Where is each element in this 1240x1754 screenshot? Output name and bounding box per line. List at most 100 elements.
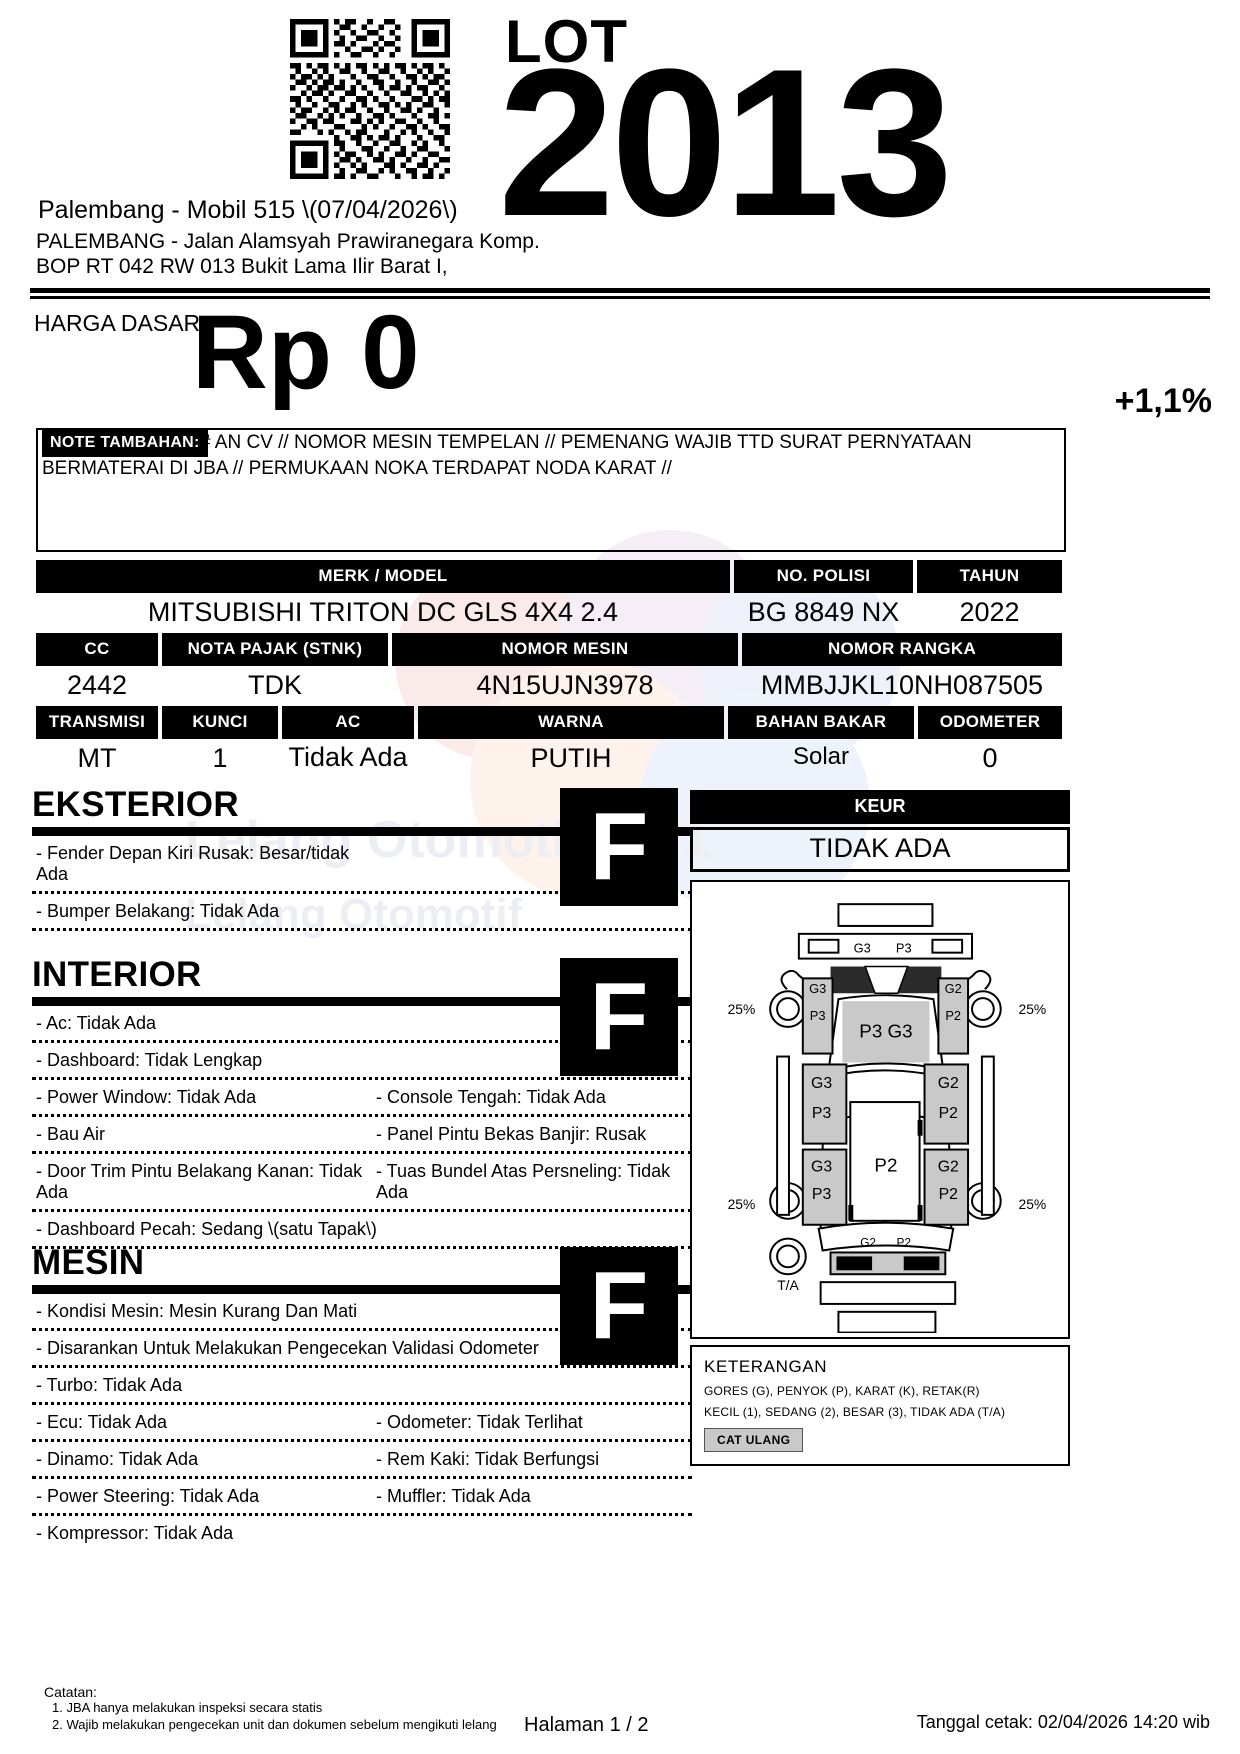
interior-item-5-col1: - Dashboard Pecah: Sedang \(satu Tapak\) <box>36 1219 377 1239</box>
vehicle-spec-table: MERK / MODEL NO. POLISI TAHUN MITSUBISHI… <box>36 560 1062 779</box>
svg-text:25%: 25% <box>1019 1001 1047 1017</box>
spec-value-kunci: 1 <box>212 743 228 773</box>
spec-header-tahun: TAHUN <box>917 560 1062 593</box>
keterangan-legend: KETERANGAN GORES (G), PENYOK (P), KARAT … <box>690 1345 1070 1466</box>
auction-address-line2: BOP RT 042 RW 013 Bukit Lama Ilir Barat … <box>36 255 448 278</box>
interior-item-3-col1: - Bau Air <box>36 1124 106 1144</box>
list-item: - Fender Depan Kiri Rusak: Besar/tidak A… <box>32 836 692 894</box>
interior-item-0-col1: - Ac: Tidak Ada <box>36 1013 157 1033</box>
interior-grade-badge: F <box>560 958 678 1076</box>
qr-code-icon <box>290 19 450 179</box>
mesin-title: MESIN <box>32 1243 145 1282</box>
svg-text:G2: G2 <box>938 1158 959 1175</box>
spec-header-nomor-rangka: NOMOR RANGKA <box>742 633 1062 666</box>
additional-note-line2: BERMATERAI DI JBA // PERMUKAAN NOKA TERD… <box>42 458 672 479</box>
keur-label: KEUR <box>690 790 1070 824</box>
svg-text:P2: P2 <box>896 1236 911 1250</box>
interior-underline <box>32 997 692 1006</box>
svg-text:G3: G3 <box>811 1158 832 1175</box>
svg-text:G3: G3 <box>854 941 871 956</box>
spec-header-nota-pajak: NOTA PAJAK (STNK) <box>162 633 388 666</box>
spec-header-row-1: MERK / MODEL NO. POLISI TAHUN <box>36 560 1062 593</box>
spec-value-bahan-bakar: Solar <box>792 743 850 770</box>
spec-header-row-3: TRANSMISI KUNCI AC WARNA BAHAN BAKAR ODO… <box>36 706 1062 739</box>
eksterior-item-1-col1: - Bumper Belakang: Tidak Ada <box>36 901 280 921</box>
svg-text:P2: P2 <box>945 1008 961 1023</box>
keur-and-diagram-panel: KEUR TIDAK ADA <box>690 790 1070 1466</box>
spec-value-merk-model: MITSUBISHI TRITON DC GLS 4X4 2.4 <box>147 597 619 627</box>
price-percent-badge: +1,1% <box>1114 382 1212 420</box>
additional-note-line1: # AN CV // NOMOR MESIN TEMPELAN // PEMEN… <box>200 432 972 453</box>
svg-text:P3: P3 <box>896 941 912 956</box>
eksterior-title: EKSTERIOR <box>32 785 239 824</box>
svg-text:P3: P3 <box>812 1105 832 1122</box>
header-divider-thick <box>30 288 1210 293</box>
svg-text:G3: G3 <box>809 981 826 996</box>
spec-header-warna: WARNA <box>418 706 724 739</box>
list-item: - Ecu: Tidak Ada - Odometer: Tidak Terli… <box>32 1405 692 1442</box>
eksterior-grade-badge: F <box>560 788 678 906</box>
interior-title: INTERIOR <box>32 955 202 994</box>
interior-item-4-col2: - Tuas Bundel Atas Persneling: Tidak Ada <box>376 1161 671 1202</box>
list-item: - Kondisi Mesin: Mesin Kurang Dan Mati <box>32 1294 692 1331</box>
mesin-item-1-col1: - Disarankan Untuk Melakukan Pengecekan … <box>36 1338 539 1358</box>
svg-text:T/A: T/A <box>777 1277 799 1293</box>
interior-item-1-col1: - Dashboard: Tidak Lengkap <box>36 1050 263 1070</box>
spec-value-nota-pajak: TDK <box>248 670 302 700</box>
list-item: - Power Window: Tidak Ada - Console Teng… <box>32 1080 692 1117</box>
header-divider-thin <box>30 296 1210 299</box>
mesin-item-5-col2: - Muffler: Tidak Ada <box>376 1486 531 1506</box>
eksterior-underline <box>32 827 692 836</box>
spec-header-nomor-mesin: NOMOR MESIN <box>392 633 738 666</box>
page-header: LOT 2013 Palembang - Mobil 515 \(07/04/2… <box>0 0 1240 300</box>
spec-value-row-2: 2442 TDK 4N15UJN3978 MMBJJKL10NH087505 <box>36 666 1062 706</box>
spec-value-nomor-mesin: 4N15UJN3978 <box>476 670 654 700</box>
page-number: Halaman 1 / 2 <box>524 1714 649 1736</box>
mesin-item-4-col1: - Dinamo: Tidak Ada <box>36 1449 199 1469</box>
list-item: - Door Trim Pintu Belakang Kanan: Tidak … <box>32 1154 692 1212</box>
additional-note-box <box>36 428 1066 552</box>
spec-value-odometer: 0 <box>982 743 998 773</box>
mesin-item-3-col2: - Odometer: Tidak Terlihat <box>376 1412 583 1432</box>
spec-header-transmisi: TRANSMISI <box>36 706 158 739</box>
mesin-item-6-col1: - Kompressor: Tidak Ada <box>36 1523 234 1543</box>
keur-value: TIDAK ADA <box>690 827 1070 872</box>
print-timestamp: Tanggal cetak: 02/04/2026 14:20 wib <box>916 1712 1210 1732</box>
spec-value-transmisi: MT <box>77 743 117 773</box>
interior-item-4-col1: - Door Trim Pintu Belakang Kanan: Tidak … <box>36 1161 363 1202</box>
footer-note-2: 2. Wajib melakukan pengecekan unit dan d… <box>52 1717 497 1732</box>
spec-value-ac: Tidak Ada <box>288 742 408 772</box>
svg-text:G2: G2 <box>860 1236 876 1250</box>
svg-text:P2: P2 <box>874 1154 897 1175</box>
mesin-underline <box>32 1285 692 1294</box>
spec-value-warna: PUTIH <box>530 743 612 773</box>
spec-value-tahun: 2022 <box>959 597 1020 627</box>
mesin-item-3-col1: - Ecu: Tidak Ada <box>36 1412 168 1432</box>
additional-note-tag: NOTE TAMBAHAN: <box>42 430 208 457</box>
spec-value-row-1: MITSUBISHI TRITON DC GLS 4X4 2.4 BG 8849… <box>36 593 1062 633</box>
interior-item-3-col2: - Panel Pintu Bekas Banjir: Rusak <box>376 1124 647 1144</box>
mesin-item-0-col1: - Kondisi Mesin: Mesin Kurang Dan Mati <box>36 1301 358 1321</box>
eksterior-section: EKSTERIOR - Fender Depan Kiri Rusak: Bes… <box>32 785 692 931</box>
spec-header-kunci: KUNCI <box>162 706 278 739</box>
svg-text:25%: 25% <box>1019 1196 1047 1212</box>
svg-text:P3: P3 <box>812 1186 832 1203</box>
keterangan-line2: KECIL (1), SEDANG (2), BESAR (3), TIDAK … <box>704 1405 1006 1419</box>
svg-text:P3 G3: P3 G3 <box>859 1021 912 1042</box>
eksterior-item-0-col1: - Fender Depan Kiri Rusak: Besar/tidak A… <box>36 843 350 884</box>
svg-text:P2: P2 <box>939 1105 958 1122</box>
spec-value-row-3: MT 1 Tidak Ada PUTIH Solar 0 <box>36 739 1062 779</box>
list-item: - Ac: Tidak Ada <box>32 1006 692 1043</box>
base-price-label: HARGA DASAR : <box>34 310 213 336</box>
list-item: - Dashboard: Tidak Lengkap <box>32 1043 692 1080</box>
list-item: - Power Steering: Tidak Ada - Muffler: T… <box>32 1479 692 1516</box>
mesin-item-list: - Kondisi Mesin: Mesin Kurang Dan Mati -… <box>32 1294 692 1550</box>
eksterior-item-list: - Fender Depan Kiri Rusak: Besar/tidak A… <box>32 836 692 931</box>
keterangan-title: KETERANGAN <box>704 1357 828 1376</box>
spec-value-cc: 2442 <box>66 670 128 700</box>
keterangan-line1: GORES (G), PENYOK (P), KARAT (K), RETAK(… <box>704 1384 980 1398</box>
list-item: - Kompressor: Tidak Ada <box>32 1516 692 1550</box>
list-item: - Turbo: Tidak Ada <box>32 1368 692 1405</box>
additional-note-text: # AN CV // NOMOR MESIN TEMPELAN // PEMEN… <box>42 430 1062 479</box>
list-item: - Bumper Belakang: Tidak Ada <box>32 894 692 931</box>
